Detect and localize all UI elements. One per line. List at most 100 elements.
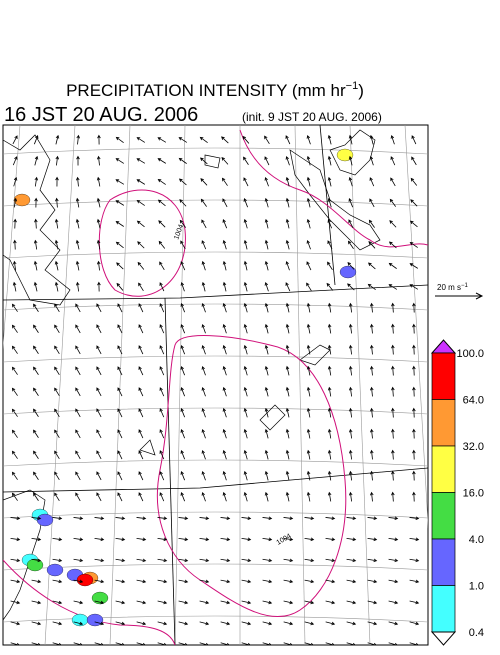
wind-arrow (325, 537, 336, 542)
wind-arrow (241, 516, 252, 521)
wind-arrow (325, 621, 336, 626)
wind-arrow (327, 491, 332, 502)
title-exp: −1 (346, 80, 359, 92)
wind-arrow (34, 197, 38, 208)
wind-arrow (136, 537, 147, 542)
wind-arrow (157, 516, 168, 521)
wind-arrow (410, 177, 418, 186)
wind-arrow (201, 260, 206, 271)
wind-arrow (285, 218, 290, 229)
wind-arrow (391, 302, 395, 313)
wind-arrow (179, 199, 187, 207)
wind-arrow (33, 239, 38, 250)
wind-arrow (391, 344, 395, 355)
wind-arrow (367, 283, 376, 290)
title-main: PRECIPITATION INTENSITY (mm hr (66, 81, 346, 100)
isobar (3, 559, 176, 645)
wind-arrow (180, 281, 185, 292)
wind-arrow (283, 579, 294, 584)
wind-arrow (409, 284, 419, 290)
wind-arrow (346, 579, 357, 584)
wind-arrow (368, 241, 376, 249)
wind-arrow (306, 386, 311, 397)
wind-arrow (327, 323, 332, 334)
wind-arrow (389, 220, 397, 228)
graticule-line (3, 125, 21, 350)
wind-arrow (157, 199, 166, 207)
wind-arrow (264, 407, 269, 418)
wind-arrow (115, 241, 124, 249)
wind-arrow (390, 156, 396, 166)
valid-time: 16 JST 20 AUG. 2006 (4, 104, 198, 126)
wind-arrow (304, 516, 315, 521)
title-close: ) (358, 81, 364, 100)
wind-arrow (222, 386, 227, 397)
wind-arrow (348, 219, 354, 229)
wind-arrow (306, 491, 311, 502)
wind-arrow (117, 408, 123, 418)
wind-arrow (52, 642, 62, 645)
colorbar-segment (431, 352, 456, 400)
wind-arrow (409, 579, 420, 584)
wind-arrow (327, 470, 332, 481)
wind-arrow (220, 537, 231, 542)
wind-arrow (73, 537, 84, 542)
wind-arrow (199, 642, 209, 645)
wind-arrow (34, 155, 39, 166)
wind-arrow (159, 429, 165, 439)
wind-arrow (348, 176, 353, 187)
coastline (259, 404, 286, 431)
wind-arrow (369, 449, 374, 460)
colorbar-label: 4.0 (469, 534, 484, 546)
wind-arrow (391, 386, 395, 397)
precip-cell (336, 148, 354, 162)
coastline (139, 439, 156, 456)
wind-arrow (264, 386, 269, 397)
wind-arrow (243, 177, 249, 187)
wind-arrow (10, 516, 21, 521)
wind-arrow (180, 408, 186, 418)
wind-arrow (136, 158, 146, 164)
wind-arrow (264, 365, 269, 376)
wind-arrow (11, 387, 18, 396)
precip-cell (339, 265, 357, 279)
wind-arrow (369, 407, 374, 418)
wind-arrow (304, 579, 315, 584)
wind-legend: 20 m s−1 (437, 283, 469, 292)
wind-arrow (115, 621, 126, 626)
wind-arrow (390, 134, 395, 145)
wind-arrow (262, 621, 273, 626)
wind-arrow (31, 558, 42, 563)
wind-arrow (96, 366, 102, 376)
wind-arrow (52, 621, 63, 626)
wind-arrow (179, 219, 187, 228)
wind-arrow (262, 642, 272, 645)
wind-legend-exp: −1 (461, 283, 469, 289)
wind-arrow (75, 387, 81, 397)
wind-arrow (55, 176, 59, 187)
wind-arrow (346, 621, 357, 626)
wind-arrow (327, 176, 332, 187)
colorbar-segment (431, 445, 456, 493)
colorbar-label: 0.4 (469, 627, 484, 639)
wind-arrow (285, 135, 291, 145)
wind-arrow (285, 197, 290, 208)
wind-arrow (180, 429, 186, 439)
wind-arrow (388, 516, 399, 521)
wind-arrow (222, 239, 227, 250)
wind-arrow (159, 471, 165, 481)
wind-arrow (33, 471, 39, 480)
wind-arrow (178, 537, 189, 542)
wind-arrow (136, 179, 146, 185)
wind-arrow (369, 470, 374, 481)
wind-arrow (117, 450, 123, 460)
wind-arrow (243, 470, 248, 481)
wind-arrow (115, 579, 126, 584)
wind-arrow (96, 345, 102, 355)
wind-arrow (96, 303, 102, 313)
wind-arrow (117, 429, 123, 439)
wind-arrow (369, 302, 374, 313)
wind-arrow (264, 260, 269, 271)
wind-arrow (347, 240, 354, 249)
wind-arrow (138, 324, 144, 334)
